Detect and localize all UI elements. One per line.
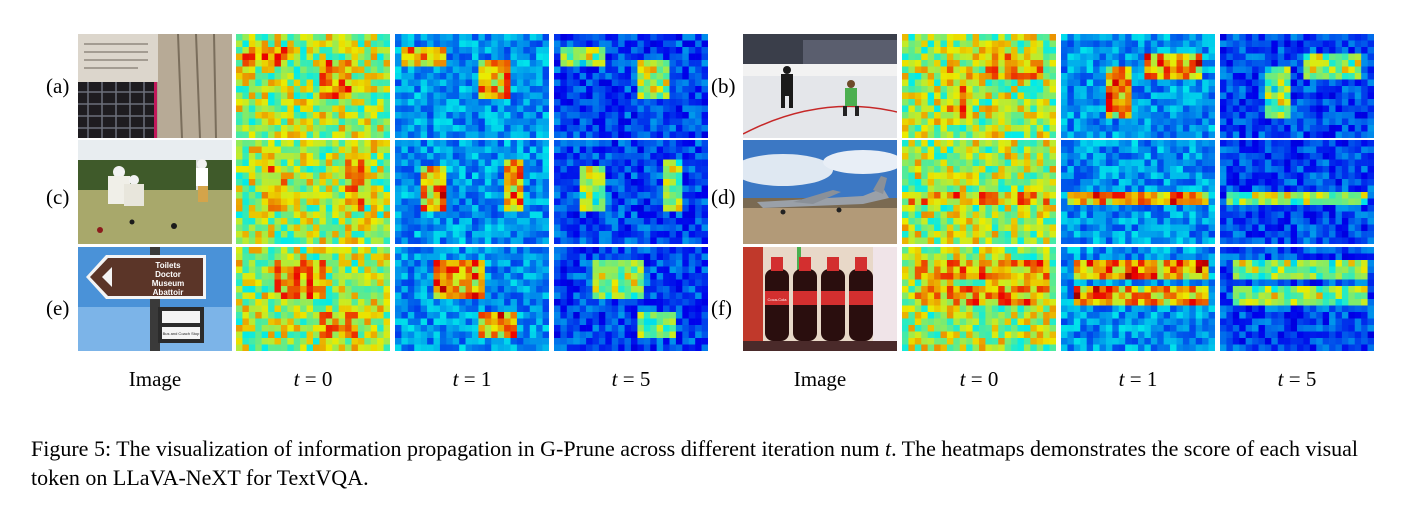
heatmap-b-t0 [902, 34, 1056, 138]
heatmap-a-t5 [554, 34, 708, 138]
col-label-t0-right: t = 0 [959, 367, 999, 391]
sign-line-2: Doctor [155, 270, 181, 279]
bottle-label: Coca-Cola [768, 297, 788, 302]
image-e: Toilets Doctor Museum Abattoir Bus and C… [78, 247, 232, 351]
row-label-c: (c) [46, 185, 70, 209]
sign-line-1: Toilets [155, 261, 181, 270]
heatmap-b-t5 [1220, 34, 1374, 138]
bus-sign-text: Bus and Coach Stop [163, 331, 200, 336]
heatmap-f-t5 [1220, 247, 1374, 351]
col-label-t1-left: t = 1 [452, 367, 492, 391]
heatmap-c-t5 [554, 140, 708, 244]
heatmap-a-t1 [395, 34, 549, 138]
image-d [743, 140, 897, 244]
heatmap-d-t1 [1061, 140, 1215, 244]
image-b [743, 34, 897, 138]
col-label-t5-left: t = 5 [611, 367, 651, 391]
sign-line-4: Abattoir [153, 288, 184, 297]
row-label-e: (e) [46, 296, 70, 320]
heatmap-e-t0 [236, 247, 390, 351]
heatmap-d-t5 [1220, 140, 1374, 244]
row-label-d: (d) [711, 185, 736, 209]
heatmap-e-t5 [554, 247, 708, 351]
col-label-t1-right: t = 1 [1118, 367, 1158, 391]
image-c [78, 140, 232, 244]
image-f: Coca-Cola [743, 247, 897, 351]
col-label-t0-left: t = 0 [293, 367, 333, 391]
image-a [78, 34, 232, 138]
heatmap-e-t1 [395, 247, 549, 351]
heatmap-d-t0 [902, 140, 1056, 244]
row-label-f: (f) [711, 296, 732, 320]
sign-line-3: Museum [152, 279, 184, 288]
heatmap-f-t1 [1061, 247, 1215, 351]
heatmap-f-t0 [902, 247, 1056, 351]
row-label-b: (b) [711, 74, 736, 98]
figure-caption: Figure 5: The visualization of informati… [31, 436, 1359, 490]
heatmap-a-t0 [236, 34, 390, 138]
col-label-image-left: Image [128, 367, 182, 391]
caption-label: Figure 5: [31, 436, 112, 461]
row-label-a: (a) [46, 74, 70, 98]
heatmap-c-t0 [236, 140, 390, 244]
figure-5: (a) (c) (e) (b) (d) (f) [46, 34, 1374, 391]
col-label-t5-right: t = 5 [1277, 367, 1317, 391]
heatmap-c-t1 [395, 140, 549, 244]
heatmap-b-t1 [1061, 34, 1215, 138]
col-label-image-right: Image [793, 367, 847, 391]
